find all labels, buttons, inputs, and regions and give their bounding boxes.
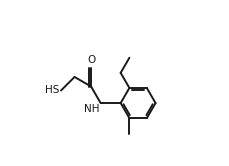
Text: HS: HS [45,85,60,95]
Text: NH: NH [84,104,99,114]
Text: O: O [87,55,95,65]
